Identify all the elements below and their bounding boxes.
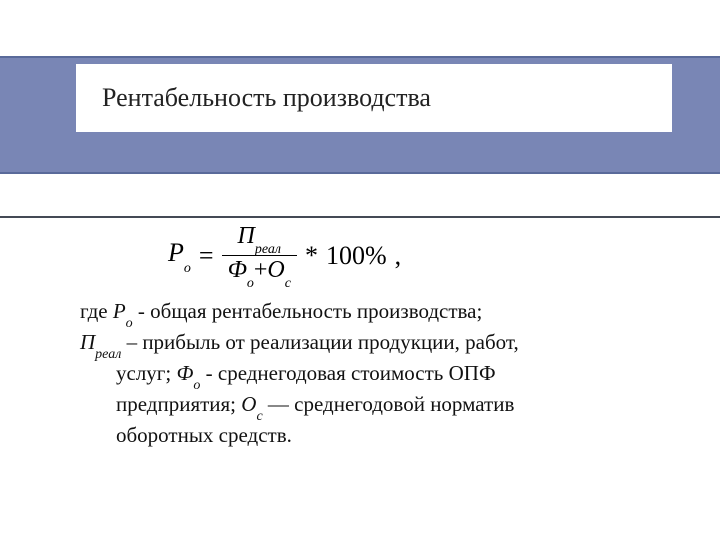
title-inner: Рентабельность производства (76, 64, 672, 132)
def-line-3: услуг; Фо - среднегодовая стоимость ОПФ (80, 360, 640, 391)
formula-eq: = (199, 241, 214, 271)
definitions: где Ро - общая рентабельность производст… (80, 298, 640, 449)
formula-lhs: Pо (168, 238, 191, 272)
formula-const: 100% (326, 241, 387, 271)
formula-comma: , (395, 241, 402, 271)
formula: Pо = Преал Фо+Ос * 100%, (168, 222, 401, 289)
def-line-2: Преал – прибыль от реализации продукции,… (80, 329, 640, 360)
formula-numerator: Преал (232, 222, 287, 255)
page-title: Рентабельность производства (102, 83, 431, 113)
formula-denominator: Фо+Ос (222, 256, 297, 289)
separator-line (0, 216, 720, 218)
def-line-1: где Ро - общая рентабельность производст… (80, 298, 640, 329)
def-line-5: оборотных средств. (80, 422, 640, 449)
formula-mult: * (305, 241, 318, 271)
def-line-4: предприятия; Ос — среднегодовой норматив (80, 391, 640, 422)
formula-fraction: Преал Фо+Ос (222, 222, 297, 289)
